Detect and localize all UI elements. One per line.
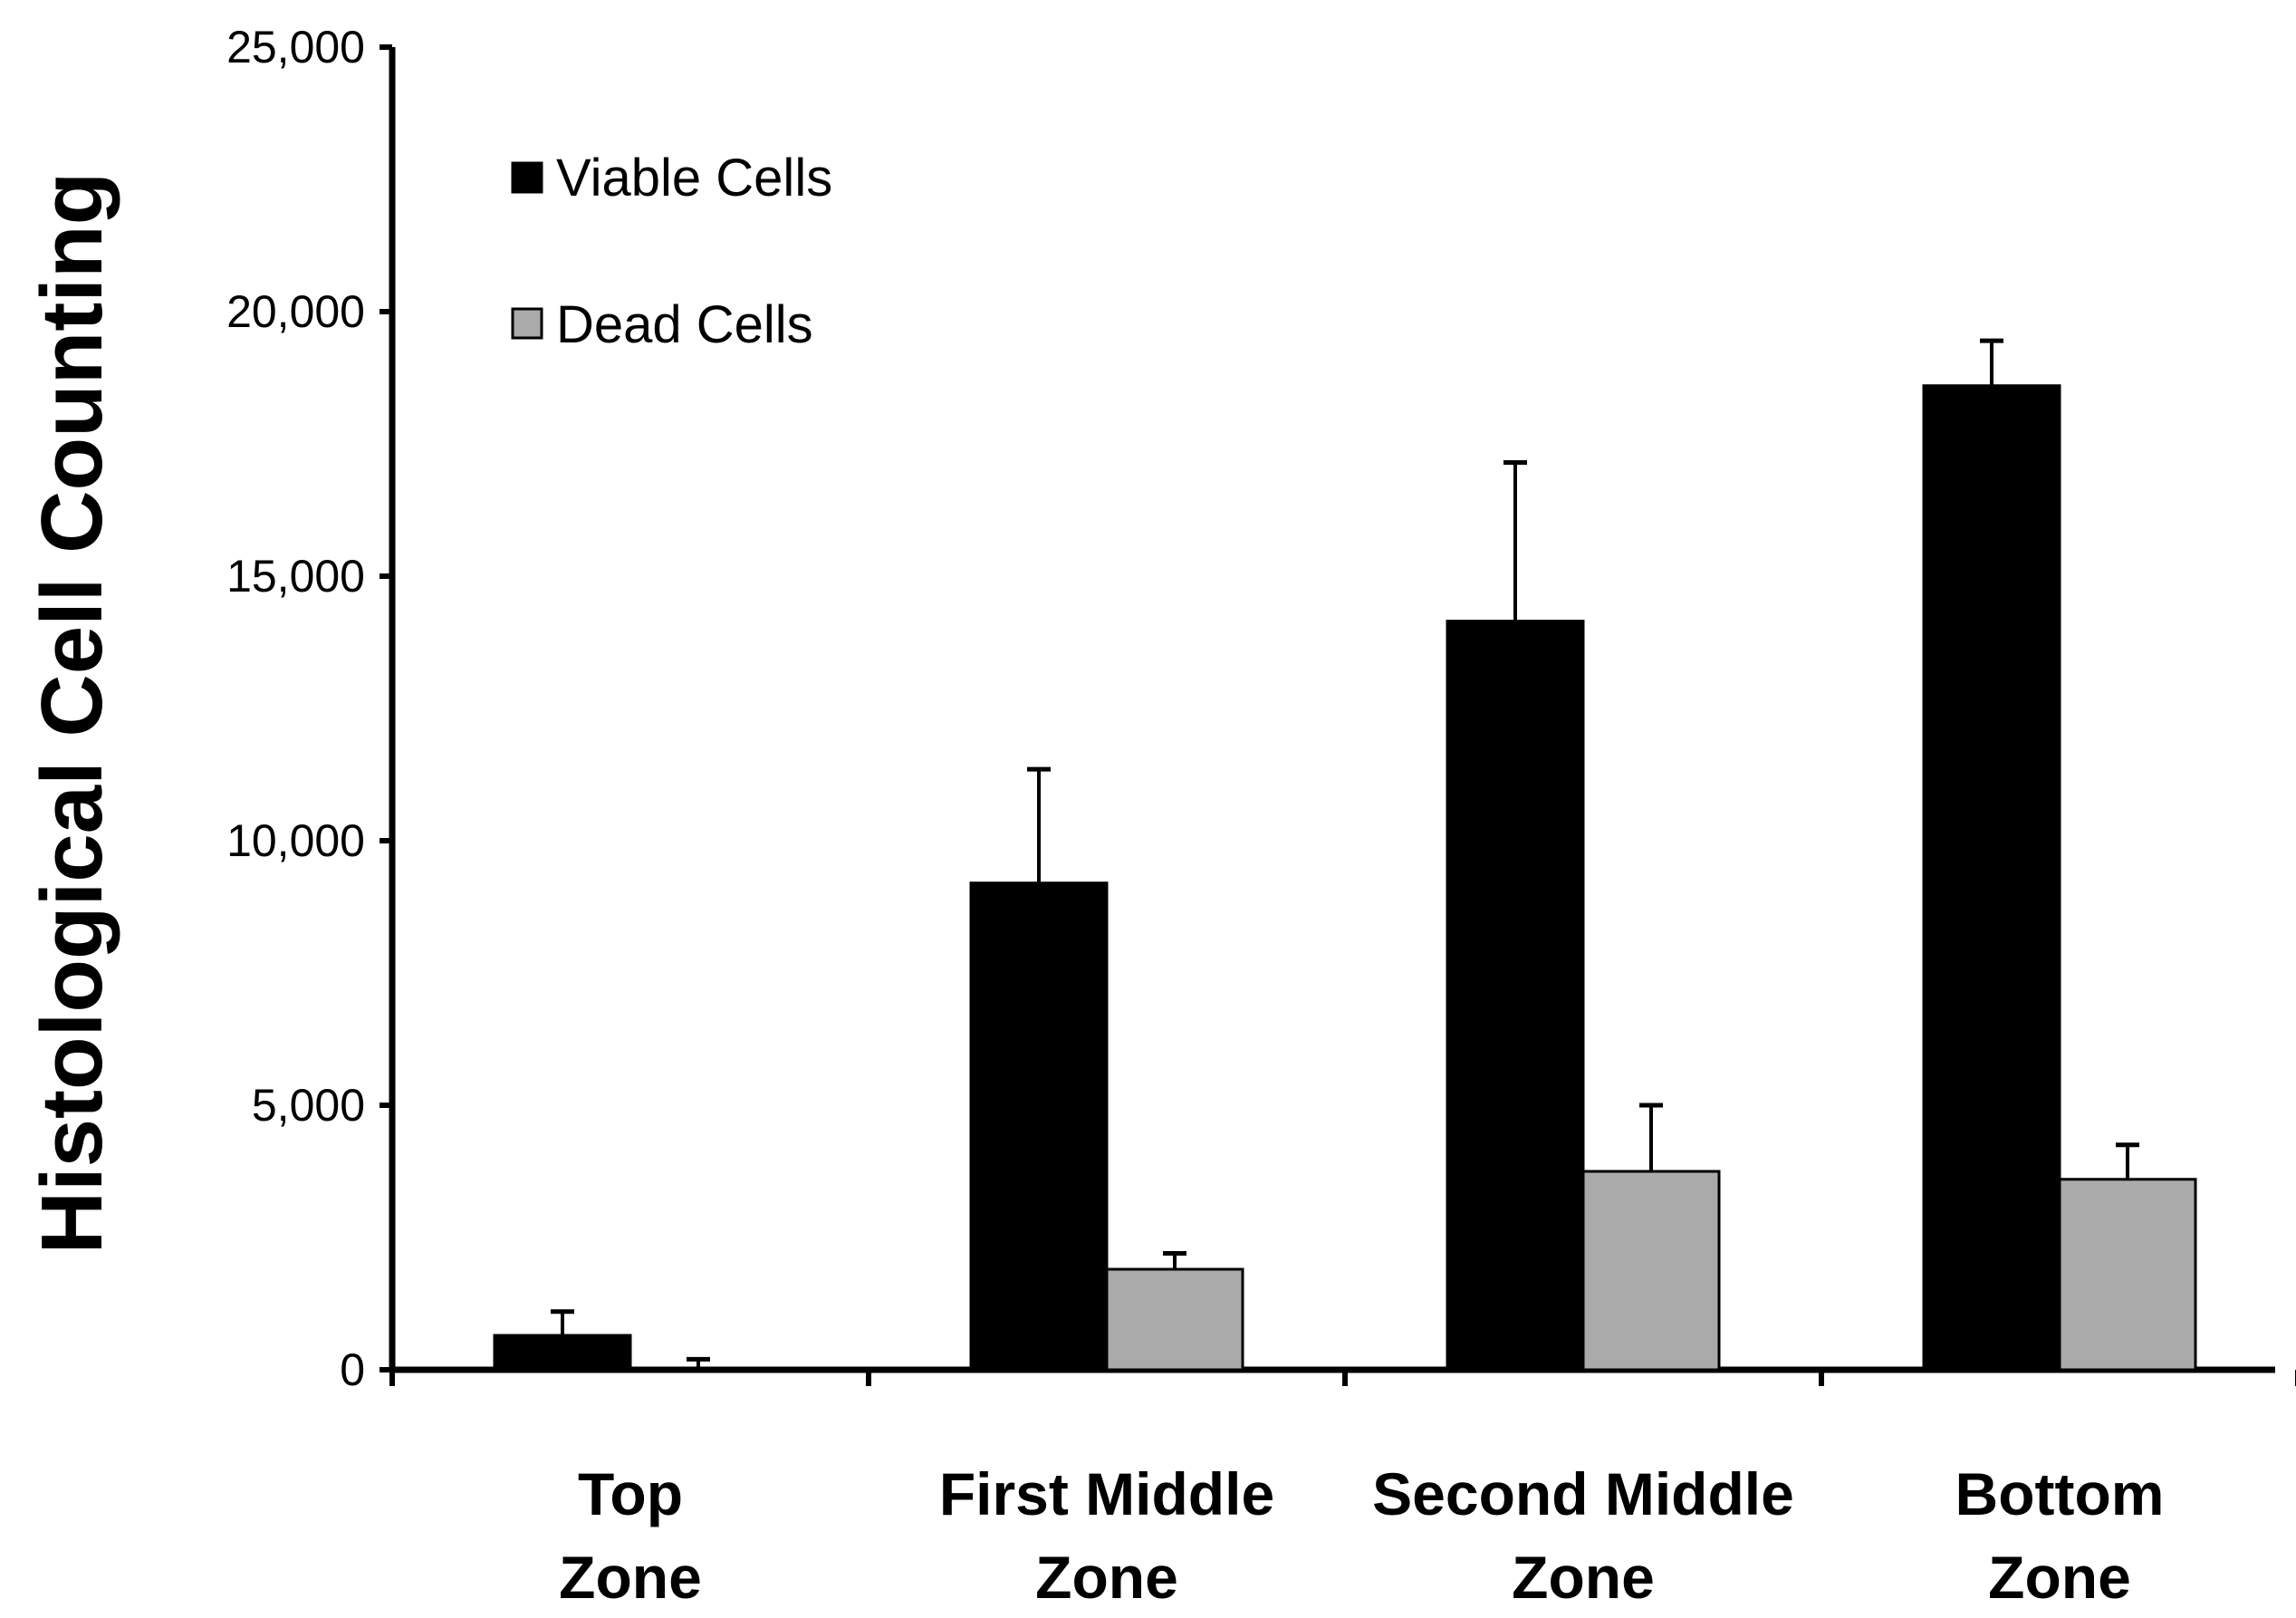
legend-label-viable: Viable Cells <box>556 149 832 207</box>
category-label: Top <box>578 1460 683 1527</box>
y-ticks: 0 5,000 10,000 15,000 20,000 25,000 <box>226 22 392 1395</box>
bar-dead <box>1105 1267 1244 1372</box>
category-label: Zone <box>1035 1544 1178 1611</box>
bar-dead <box>1581 1170 1721 1372</box>
bar-viable <box>493 1334 632 1372</box>
legend: Viable Cells Dead Cells <box>511 149 832 354</box>
legend-swatch-viable <box>511 161 543 194</box>
y-tick-label: 10,000 <box>226 815 365 866</box>
category-label: First Middle <box>939 1460 1274 1527</box>
y-tick-label: 5,000 <box>252 1080 365 1131</box>
y-tick-label: 0 <box>340 1344 365 1395</box>
category-label: Zone <box>559 1544 702 1611</box>
y-axis-title: Histological Cell Counting <box>24 172 120 1255</box>
bar-viable <box>1446 620 1585 1372</box>
category-labels: Top Zone First Middle Zone Second Middle Zone… <box>559 1460 2164 1611</box>
bars <box>493 384 2197 1372</box>
y-tick-label: 20,000 <box>226 286 365 337</box>
category-label: Zone <box>1512 1544 1655 1611</box>
bar-dead <box>2058 1178 2197 1372</box>
y-tick-label: 15,000 <box>226 551 365 602</box>
bar-viable <box>969 881 1109 1372</box>
category-label: Bottom <box>1955 1460 2165 1527</box>
bar-viable <box>1922 384 2061 1372</box>
category-label: Zone <box>1988 1544 2131 1611</box>
category-label: Second Middle <box>1372 1460 1794 1527</box>
legend-swatch-dead <box>511 307 543 340</box>
x-ticks <box>389 1370 2296 1386</box>
error-bars <box>551 338 2139 1370</box>
y-tick-label: 25,000 <box>226 22 365 72</box>
legend-label-dead: Dead Cells <box>556 295 813 354</box>
